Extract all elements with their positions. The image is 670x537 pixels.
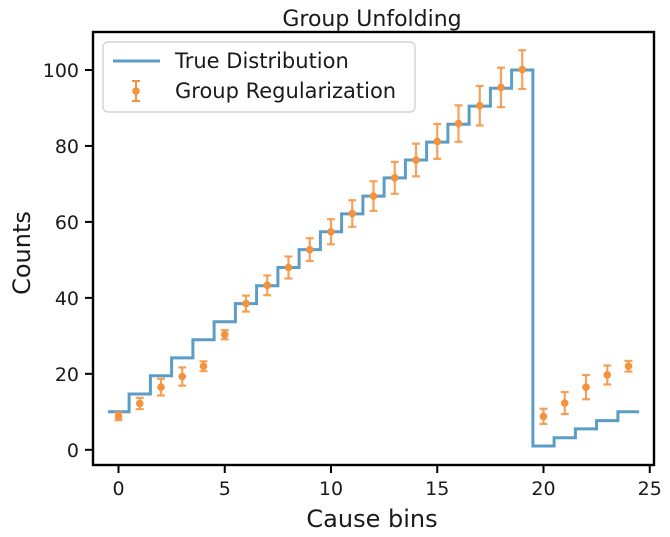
group-regularization-point (327, 218, 335, 246)
data-point (327, 227, 335, 236)
x-tick-label: 10 (319, 478, 343, 500)
data-point (114, 412, 123, 421)
data-point (135, 399, 144, 408)
group-regularization-point (624, 359, 633, 373)
y-tick-label: 20 (55, 364, 79, 386)
group-regularization-point (220, 329, 229, 341)
y-axis-label: Counts (8, 211, 36, 295)
group-regularization-point (242, 294, 250, 313)
group-regularization-point (412, 142, 420, 178)
data-point (199, 362, 208, 371)
group-regularization-point (305, 237, 314, 263)
y-tick-label: 40 (55, 288, 79, 310)
group-regularization-point (497, 66, 505, 109)
group-regularization-point (199, 360, 208, 373)
data-point (220, 330, 229, 339)
legend-box (102, 41, 416, 113)
group-regularization-point (157, 377, 165, 397)
data-point (497, 83, 505, 92)
data-point (518, 65, 527, 74)
group-regularization-point (475, 84, 484, 127)
y-tick-label: 60 (55, 212, 79, 234)
y-tick-label: 80 (55, 136, 79, 158)
group-regularization-point (369, 180, 378, 212)
x-axis-label: Cause bins (306, 505, 437, 533)
data-point (624, 362, 633, 371)
y-axis: 0 20 40 60 80 100 (43, 60, 93, 462)
data-point (539, 412, 548, 421)
x-tick-label: 5 (219, 478, 231, 500)
group-regularization-point (560, 390, 569, 416)
data-point (603, 371, 612, 379)
series-true-distribution-line (107, 68, 640, 448)
group-regularization-point (603, 364, 612, 386)
data-point (582, 383, 590, 391)
data-point (369, 192, 378, 200)
legend-label-true-distribution: True Distribution (174, 49, 349, 73)
group-regularization-point (348, 199, 357, 228)
group-regularization-point (178, 366, 187, 387)
group-regularization-point (284, 255, 293, 280)
x-tick-label: 25 (638, 478, 662, 500)
legend-label-group-regularization: Group Regularization (175, 79, 396, 103)
y-tick-label: 0 (67, 440, 79, 462)
x-tick-label: 0 (112, 478, 124, 500)
data-point (157, 383, 165, 391)
group-regularization-point (582, 373, 590, 401)
group-regularization-point (518, 49, 527, 91)
data-point (284, 263, 293, 272)
data-point (305, 245, 314, 254)
data-point (475, 101, 484, 110)
chart-title: Group Unfolding (282, 7, 461, 32)
group-regularization-point (263, 274, 272, 297)
group-regularization-point (539, 407, 548, 426)
data-point (454, 119, 463, 128)
group-regularization-point (433, 122, 442, 160)
x-tick-label: 15 (425, 478, 449, 500)
group-regularization-point (390, 160, 399, 195)
x-tick-label: 20 (531, 478, 555, 500)
x-axis: 0 5 10 15 20 25 (112, 465, 662, 500)
data-point (263, 281, 272, 290)
y-tick-label: 100 (43, 60, 79, 82)
group-regularization-point (454, 104, 463, 143)
data-point (242, 299, 250, 308)
plot-frame (91, 30, 656, 467)
legend: True Distribution Group Regularization (102, 41, 416, 113)
data-point (390, 174, 399, 182)
data-point (178, 372, 187, 381)
plot-area (107, 49, 640, 448)
data-point (560, 399, 569, 407)
data-point (348, 209, 357, 218)
group-regularization-point (114, 411, 123, 422)
group-regularization-point (135, 396, 144, 411)
data-point (412, 156, 420, 164)
data-point (433, 137, 442, 146)
legend-swatch-group-regularization (132, 80, 140, 102)
